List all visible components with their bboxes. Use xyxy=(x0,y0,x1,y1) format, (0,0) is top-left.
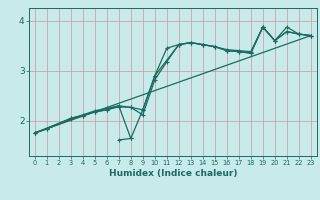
X-axis label: Humidex (Indice chaleur): Humidex (Indice chaleur) xyxy=(108,169,237,178)
